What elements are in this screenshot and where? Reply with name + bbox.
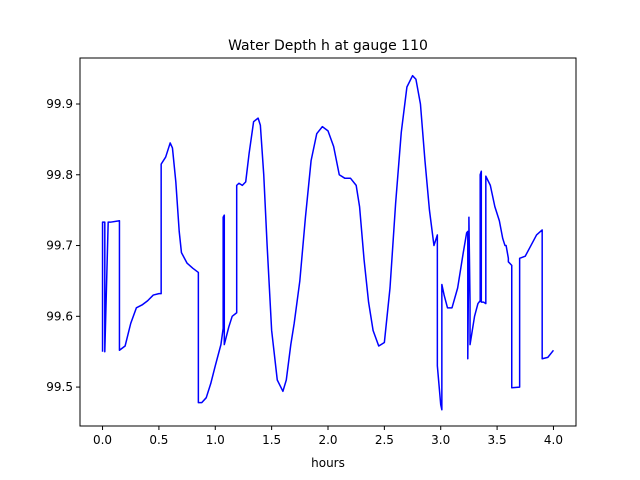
x-tick-label: 0.5 — [149, 433, 168, 447]
x-tick-label: 2.5 — [375, 433, 394, 447]
x-tick-label: 1.0 — [206, 433, 225, 447]
y-tick-label: 99.7 — [46, 239, 73, 253]
y-tick-label: 99.9 — [46, 97, 73, 111]
x-tick-label: 2.0 — [318, 433, 337, 447]
x-tick-label: 3.0 — [431, 433, 450, 447]
y-tick-label: 99.5 — [46, 380, 73, 394]
x-tick-label: 3.5 — [488, 433, 507, 447]
x-axis: 0.0 0.5 1.0 1.5 2.0 2.5 3.0 3.5 4.0 — [93, 426, 563, 447]
y-tick-label: 99.6 — [46, 309, 73, 323]
x-tick-label: 0.0 — [93, 433, 112, 447]
plot-area — [101, 74, 555, 411]
chart-title: Water Depth h at gauge 110 — [228, 38, 428, 54]
y-axis: 99.5 99.6 99.7 99.8 99.9 — [46, 97, 80, 394]
y-tick-label: 99.8 — [46, 168, 73, 182]
x-axis-label: hours — [311, 456, 345, 470]
x-tick-label: 1.5 — [262, 433, 281, 447]
series-line-0 — [101, 74, 555, 411]
x-tick-label: 4.0 — [544, 433, 563, 447]
